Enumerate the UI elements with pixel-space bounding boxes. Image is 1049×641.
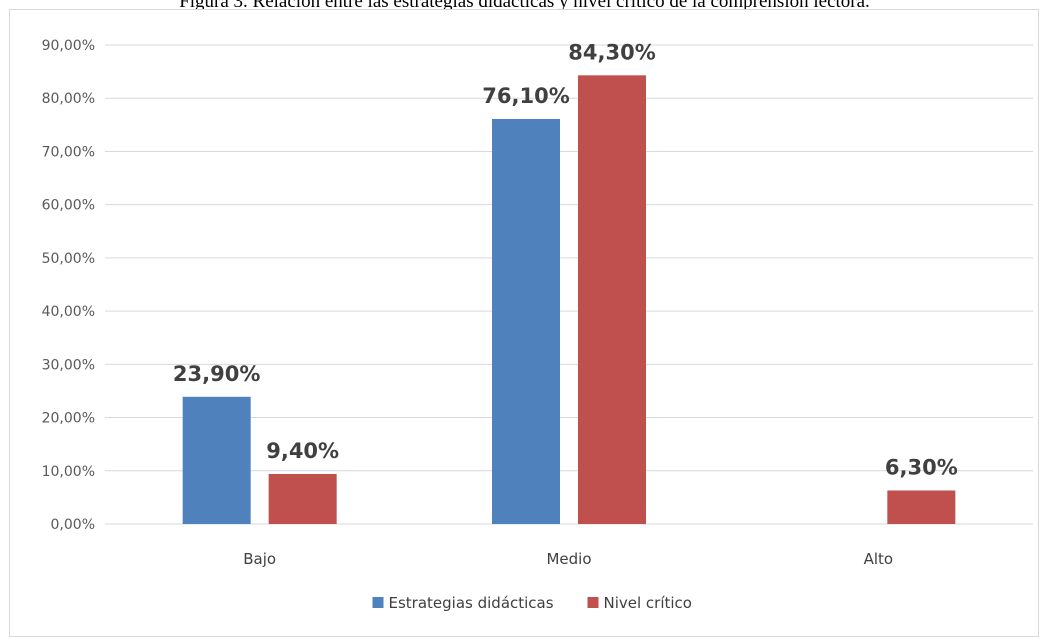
data-label: 23,90% [173, 362, 260, 386]
legend-entry: Nivel crítico [604, 594, 692, 612]
data-label: 6,30% [885, 455, 958, 479]
legend-swatch [587, 597, 599, 608]
y-tick-label: 70,00% [42, 144, 95, 160]
y-tick-label: 20,00% [42, 411, 95, 427]
y-tick-label: 60,00% [42, 198, 95, 214]
bar-nivel-critico-medio [578, 75, 646, 524]
bar-estrategias-bajo [182, 396, 251, 524]
y-tick-label: 80,00% [42, 91, 95, 107]
bar-estrategias-medio [492, 118, 560, 525]
bar-chart: 0,00% 10,00% 20,00% 30,00% 40,00% 50,00% 60,00… [42, 38, 1033, 612]
legend-swatch [372, 597, 384, 608]
x-category-label: Alto [864, 550, 894, 568]
x-category-label: Bajo [243, 550, 276, 568]
y-tick-label: 50,00% [42, 251, 95, 267]
data-label: 76,10% [482, 84, 569, 108]
y-tick-label: 0,00% [51, 517, 95, 533]
y-tick-label: 40,00% [42, 304, 95, 320]
data-label: 84,30% [568, 40, 655, 64]
x-category-label: Medio [546, 550, 591, 568]
y-tick-label: 90,00% [42, 38, 95, 54]
chart-area: 0,00% 10,00% 20,00% 30,00% 40,00% 50,00% 60,00… [9, 9, 1039, 637]
legend-entry: Estrategias didácticas [389, 594, 554, 612]
y-tick-label: 10,00% [42, 464, 95, 480]
y-tick-label: 30,00% [42, 357, 95, 373]
data-label: 9,40% [266, 439, 339, 463]
bar-nivel-critico-bajo [268, 473, 337, 524]
bar-nivel-critico-alto [887, 490, 956, 524]
